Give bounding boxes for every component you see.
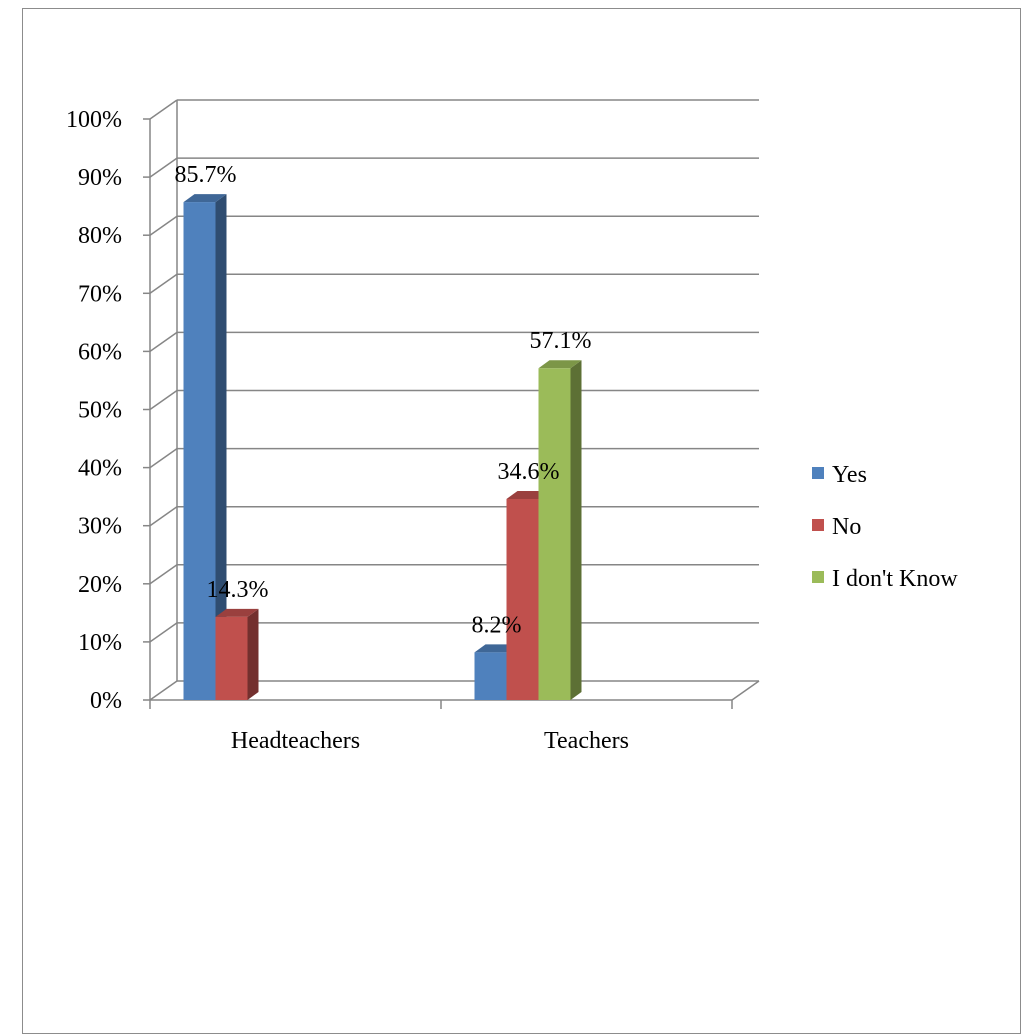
legend-swatch — [812, 571, 824, 583]
y-tick-label: 90% — [78, 165, 122, 191]
data-label: 8.2% — [472, 612, 522, 638]
legend-item-yes: Yes — [812, 462, 867, 488]
bar-side — [215, 194, 227, 700]
x-axis-categories: Headteachers Teachers — [231, 728, 629, 754]
data-labels: 85.7% 14.3% 8.2% 34.6% 57.1% — [175, 162, 592, 638]
bar-front — [538, 368, 571, 700]
gridline-connector — [149, 215, 178, 236]
gridline-connector — [149, 389, 178, 411]
gridline-connector — [149, 331, 178, 353]
data-label: 34.6% — [498, 459, 560, 485]
bar-front — [215, 616, 248, 700]
y-tick-label: 70% — [78, 281, 122, 307]
bar-i-don-t-know-teachers — [538, 360, 582, 700]
bar-side — [247, 608, 259, 700]
gridline-connector — [149, 157, 178, 178]
y-tick-label: 20% — [78, 572, 122, 598]
gridlines — [149, 99, 760, 701]
x-category-label: Teachers — [544, 728, 629, 754]
y-tick-label: 30% — [78, 514, 122, 540]
gridline-connector — [149, 99, 178, 120]
y-tick-label: 0% — [90, 688, 122, 714]
y-tick-label: 10% — [78, 630, 122, 656]
bars — [183, 194, 582, 700]
legend-label: No — [832, 514, 861, 540]
y-tick-label: 80% — [78, 223, 122, 249]
bar-top — [183, 194, 227, 203]
bar-no-headteachers — [215, 608, 259, 700]
legend-item-i-don-t-know: I don't Know — [812, 566, 958, 592]
bar-front — [474, 652, 507, 700]
gridline-connector — [149, 273, 178, 294]
legend-label: Yes — [832, 462, 867, 488]
bar-front — [183, 202, 216, 700]
y-tick-label: 100% — [66, 107, 122, 133]
y-tick-label: 40% — [78, 456, 122, 482]
x-category-label: Headteachers — [231, 728, 360, 754]
bar-side — [570, 360, 582, 700]
bar-top — [215, 608, 259, 617]
legend: Yes No I don't Know — [812, 462, 958, 592]
gridline-connector — [149, 447, 178, 469]
data-label: 14.3% — [207, 577, 269, 603]
y-tick-label: 50% — [78, 398, 122, 424]
y-tick-label: 60% — [78, 339, 122, 365]
floor-right-edge — [731, 680, 760, 701]
gridline-connector — [149, 680, 178, 701]
data-label: 85.7% — [175, 162, 237, 188]
gridline-connector — [149, 622, 178, 643]
gridline-connector — [149, 564, 178, 585]
legend-item-no: No — [812, 514, 861, 540]
y-axis-ticks: 0% 10% 20% 30% 40% 50% 60% 70% 80% 90% 100% — [66, 107, 733, 714]
bar-top — [538, 360, 582, 369]
legend-swatch — [812, 467, 824, 479]
data-label: 57.1% — [530, 328, 592, 354]
legend-label: I don't Know — [832, 566, 958, 592]
bar-front — [506, 498, 539, 700]
bar-yes-headteachers — [183, 194, 227, 700]
gridline-connector — [149, 506, 178, 527]
legend-swatch — [812, 519, 824, 531]
